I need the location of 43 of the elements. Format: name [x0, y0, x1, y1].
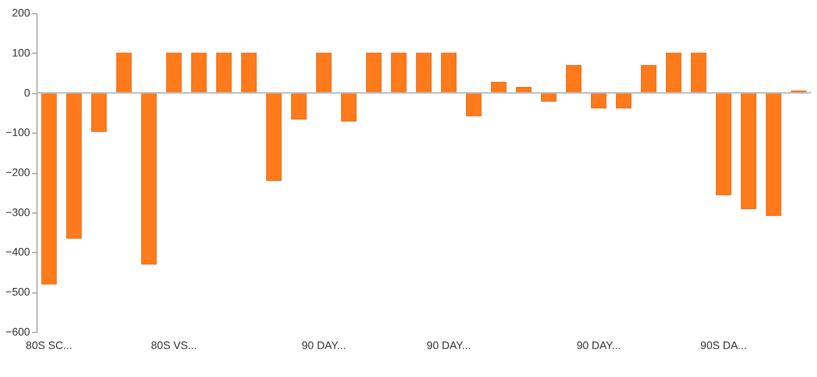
y-tick-label: 100 — [12, 48, 30, 60]
bar — [241, 52, 257, 94]
bar — [666, 52, 682, 94]
y-tick-label: 0 — [24, 87, 30, 100]
x-tick-label: 90 DAY... — [576, 340, 621, 352]
x-tick-label: 90S DA... — [700, 340, 747, 352]
bar — [266, 92, 282, 181]
bar — [316, 52, 332, 94]
bar — [166, 52, 182, 94]
bar — [191, 52, 207, 94]
x-tick-label: 90 DAY... — [426, 340, 471, 352]
x-tick-label: 80S VS... — [151, 340, 197, 352]
bar — [141, 92, 157, 265]
y-tick-label: −300 — [6, 206, 30, 219]
bar — [366, 52, 382, 94]
bar — [566, 65, 582, 94]
bar — [616, 92, 632, 108]
bar — [216, 52, 232, 94]
bar — [640, 65, 656, 94]
bar — [341, 92, 357, 122]
y-tick-label: −100 — [6, 127, 30, 140]
bar — [41, 92, 57, 284]
bar — [66, 92, 82, 239]
bar — [466, 92, 482, 116]
bar — [91, 92, 107, 132]
bar — [766, 92, 782, 216]
x-tick-label: 90 DAY... — [302, 340, 346, 352]
bar — [740, 92, 756, 210]
y-tick-label: −500 — [6, 286, 30, 299]
bar — [441, 52, 456, 94]
y-tick-label: −200 — [6, 167, 30, 180]
y-tick-label: 200 — [12, 8, 30, 20]
y-tick-label: −600 — [6, 326, 30, 338]
bar — [716, 92, 732, 196]
bar — [416, 52, 432, 94]
bar — [291, 92, 307, 120]
bar — [541, 92, 556, 102]
bar — [116, 52, 132, 94]
x-tick-label: 80S SC... — [26, 340, 72, 352]
bar — [591, 92, 606, 108]
bar — [690, 52, 706, 94]
y-tick-label: −400 — [6, 246, 30, 259]
bar — [391, 52, 407, 94]
